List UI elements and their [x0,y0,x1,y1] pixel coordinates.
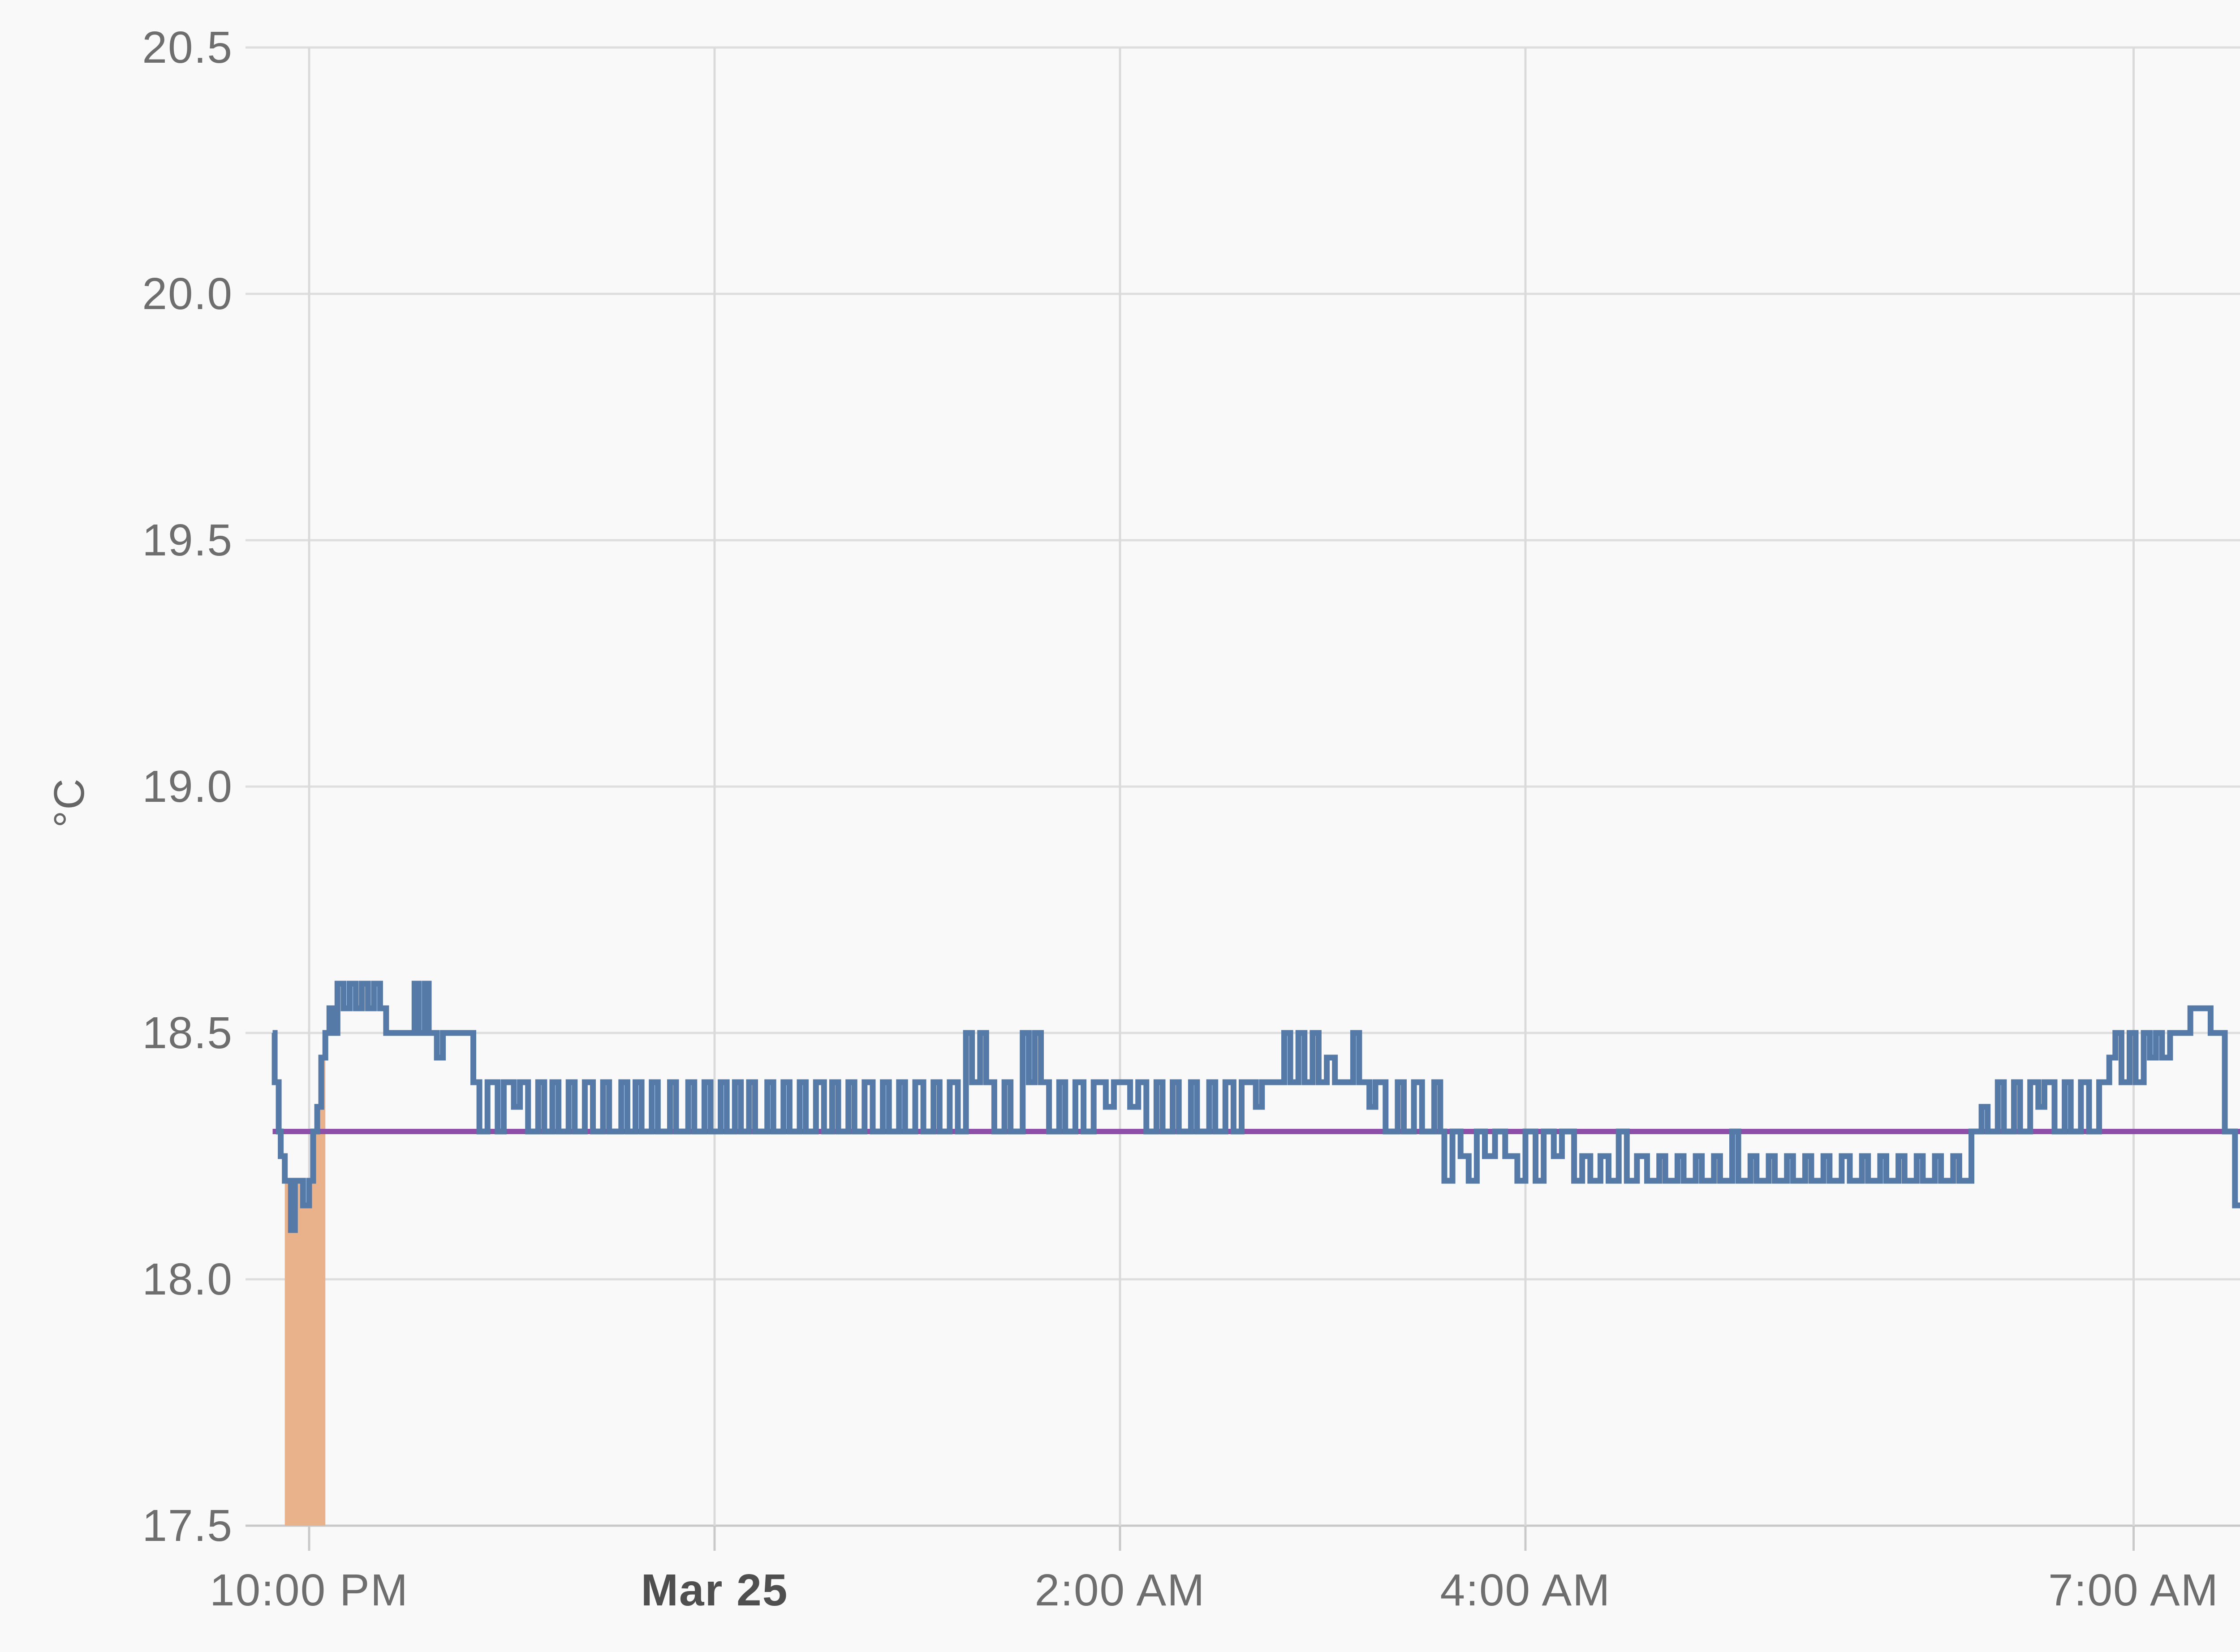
temperature-line [271,981,2240,1233]
y-tick-label: 19.5 [142,515,233,565]
y-tick-label: 20.0 [142,269,233,319]
x-tick-label-date: Mar 25 [641,1565,788,1615]
x-tick-label: 4:00 AM [1440,1565,1611,1615]
x-tick-label: 10:00 PM [209,1565,409,1615]
x-tick-label: 2:00 AM [1034,1565,1206,1615]
y-tick-label: 19.0 [142,761,233,812]
y-tick-label: 18.0 [142,1254,233,1304]
y-tick-label: 17.5 [142,1501,233,1551]
y-tick-label: 18.5 [142,1008,233,1058]
y-tick-label: 20.5 [142,22,233,73]
x-tick-label: 7:00 AM [2048,1565,2219,1615]
